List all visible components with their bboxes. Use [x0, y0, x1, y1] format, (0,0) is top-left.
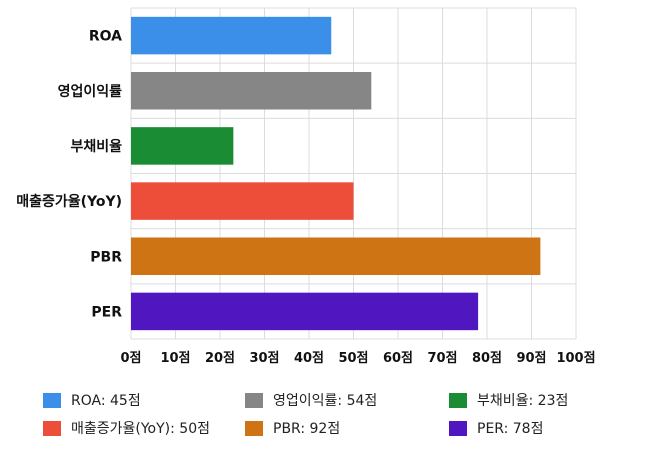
x-tick-label: 30점 [249, 351, 279, 366]
legend-item: PER: 78점 [449, 418, 543, 438]
bar [131, 16, 332, 55]
category-label: PER [91, 304, 122, 320]
legend-label: ROA: 45점 [71, 393, 141, 409]
category-label: ROA [89, 29, 122, 45]
x-tick-label: 70점 [427, 351, 457, 366]
legend-item: 부채비율: 23점 [449, 390, 568, 410]
legend-swatch [43, 392, 61, 408]
x-tick-label: 100점 [556, 351, 595, 366]
legend-label: 매출증가율(YoY): 50점 [71, 421, 210, 437]
bar [131, 182, 354, 220]
legend-item: 매출증가율(YoY): 50점 [43, 418, 210, 438]
legend-item: 영업이익률: 54점 [245, 390, 377, 410]
legend-swatch [245, 420, 263, 436]
x-tick-label: 80점 [472, 351, 502, 366]
x-tick-label: 40점 [294, 351, 324, 366]
x-tick-label: 10점 [160, 351, 190, 366]
x-tick-label: 50점 [338, 351, 368, 366]
legend-swatch [449, 392, 467, 408]
bar [131, 292, 479, 331]
category-label: 부채비율 [70, 138, 122, 155]
legend-label: 부채비율: 23점 [477, 393, 569, 409]
x-tick-label: 0점 [120, 351, 141, 366]
legend-swatch [43, 420, 61, 436]
category-label: 영업이익률 [58, 83, 123, 100]
bar [131, 237, 541, 276]
legend-label: PER: 78점 [477, 421, 544, 437]
legend-label: PBR: 92점 [273, 421, 341, 437]
legend-swatch [245, 392, 263, 408]
x-tick-label: 60점 [383, 351, 413, 366]
bar [131, 127, 234, 165]
legend-item: PBR: 92점 [245, 418, 340, 438]
category-label: 매출증가율(YoY) [16, 193, 122, 210]
bar [131, 71, 372, 110]
legend-item: ROA: 45점 [43, 390, 141, 410]
x-tick-label: 90점 [516, 351, 546, 366]
legend-swatch [449, 420, 467, 436]
category-label: PBR [90, 249, 122, 265]
legend-label: 영업이익률: 54점 [273, 393, 378, 409]
x-tick-label: 20점 [205, 351, 235, 366]
